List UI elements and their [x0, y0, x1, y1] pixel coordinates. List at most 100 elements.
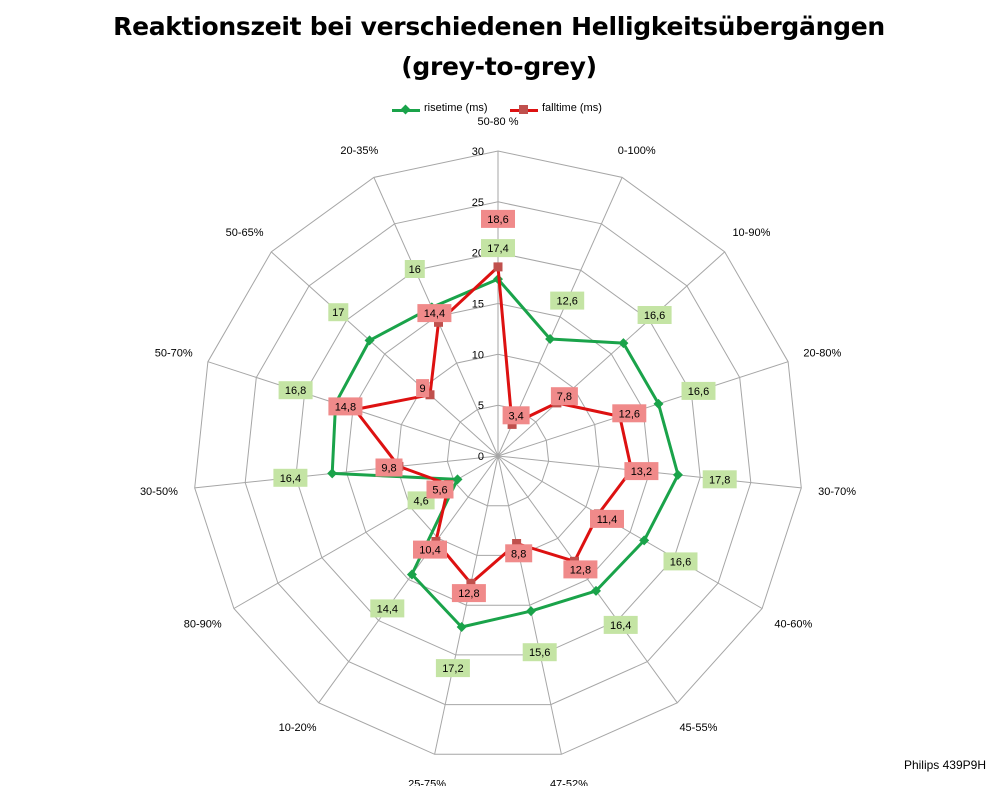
data-point-falltime	[493, 262, 503, 272]
grid-spoke	[497, 455, 678, 704]
data-label-risetime: 16,6	[644, 310, 665, 322]
data-label-risetime: 16,4	[610, 620, 631, 632]
square-marker-icon	[519, 105, 528, 114]
category-label: 10-90%	[732, 227, 770, 239]
data-label-risetime: 16,6	[688, 386, 709, 398]
data-point-risetime	[452, 474, 463, 485]
data-label-falltime: 12,6	[619, 408, 640, 420]
data-label-risetime: 16,4	[280, 473, 301, 485]
data-point-risetime	[672, 469, 683, 480]
data-point-risetime	[364, 335, 375, 346]
data-point-falltime	[434, 317, 443, 327]
legend: risetime (ms) falltime (ms)	[0, 101, 998, 119]
grid-ring	[194, 150, 802, 755]
data-label-falltime: 7,8	[557, 391, 572, 403]
data-label-bg	[637, 306, 672, 324]
data-label-bg	[612, 404, 647, 423]
r-axis-tick-label: 5	[478, 400, 484, 412]
data-label-risetime: 17	[332, 307, 344, 319]
data-label-falltime: 3,4	[508, 410, 523, 422]
category-label: 30-70%	[818, 486, 856, 498]
r-axis-tick-label: 15	[472, 299, 484, 311]
data-label-falltime: 14,4	[424, 308, 445, 320]
footer-model-name: Philips 439P9H	[903, 758, 986, 772]
grid-spoke	[497, 251, 726, 457]
data-label-bg	[505, 544, 533, 563]
data-label-falltime: 10,4	[419, 545, 440, 557]
grid-spoke	[497, 455, 763, 609]
data-label-bg	[435, 659, 470, 678]
data-label-risetime: 17,4	[487, 243, 508, 255]
data-label-bg	[273, 468, 308, 487]
grid-spoke	[233, 455, 499, 609]
data-label-bg	[328, 303, 349, 322]
data-point-falltime	[425, 390, 435, 400]
data-label-falltime: 5,6	[432, 485, 447, 497]
data-label-bg	[603, 615, 638, 634]
category-label: 20-80%	[803, 348, 841, 360]
data-point-risetime	[327, 468, 338, 479]
data-label-falltime: 12,8	[570, 564, 591, 576]
data-label-risetime: 16,6	[670, 556, 691, 568]
grid-spoke	[194, 455, 499, 489]
grid-spoke	[270, 251, 499, 457]
r-axis-tick-label: 30	[472, 146, 484, 158]
data-label-bg	[550, 387, 578, 406]
category-label: 50-70%	[155, 348, 193, 360]
data-label-bg	[550, 291, 585, 310]
data-label-bg	[522, 643, 557, 662]
category-label: 40-60%	[774, 619, 812, 631]
data-label-falltime: 14,8	[335, 401, 356, 413]
category-label: 20-35%	[340, 145, 378, 157]
data-label-bg	[590, 509, 624, 528]
legend-label-falltime: falltime (ms)	[542, 102, 602, 114]
data-label-bg	[370, 599, 405, 618]
data-label-bg	[417, 304, 452, 323]
legend-label-risetime: risetime (ms)	[424, 102, 488, 114]
r-axis-tick-label: 25	[472, 197, 484, 209]
data-label-risetime: 17,2	[442, 663, 463, 675]
data-label-falltime: 9,8	[381, 463, 396, 475]
data-label-bg	[481, 209, 515, 228]
data-label-bg	[451, 584, 486, 603]
r-axis-tick-label: 10	[472, 349, 484, 361]
category-label: 50-65%	[226, 227, 264, 239]
grid-ring	[295, 252, 701, 656]
data-point-risetime	[618, 338, 629, 349]
data-label-bg	[481, 239, 515, 258]
data-label-bg	[404, 260, 425, 278]
data-label-bg	[502, 406, 530, 425]
data-label-risetime: 14,4	[377, 603, 398, 615]
data-point-risetime	[591, 585, 602, 596]
chart-subtitle: (grey-to-grey)	[401, 52, 597, 81]
data-label-bg	[375, 458, 403, 477]
data-label-bg	[278, 381, 313, 400]
data-point-risetime	[639, 535, 650, 546]
data-point-risetime	[456, 622, 467, 633]
chart-title: Reaktionszeit bei verschiedenen Helligke…	[113, 12, 885, 41]
data-label-bg	[413, 540, 447, 559]
data-point-falltime	[507, 419, 517, 429]
data-point-risetime	[545, 333, 556, 344]
series-line-falltime	[353, 265, 633, 585]
data-label-risetime: 12,6	[556, 296, 577, 308]
r-axis-tick-label: 20	[472, 248, 484, 260]
grid-ring	[446, 404, 550, 507]
data-point-falltime	[466, 578, 476, 588]
data-label-risetime: 15,6	[529, 647, 550, 659]
grid-ring	[244, 201, 752, 706]
data-label-risetime: 4,6	[413, 495, 428, 507]
series-line-risetime	[330, 277, 680, 629]
grid-spoke	[434, 455, 499, 755]
data-label-bg	[663, 552, 698, 571]
data-point-falltime	[512, 539, 522, 548]
category-label: 47-52%	[550, 779, 588, 786]
data-point-risetime	[525, 606, 536, 617]
data-label-bg	[681, 381, 716, 400]
data-label-bg	[563, 560, 598, 579]
data-label-falltime: 11,4	[597, 514, 618, 526]
category-label: 80-90%	[184, 619, 222, 631]
grid-ring	[345, 302, 651, 606]
data-label-falltime: 18,6	[487, 214, 508, 226]
